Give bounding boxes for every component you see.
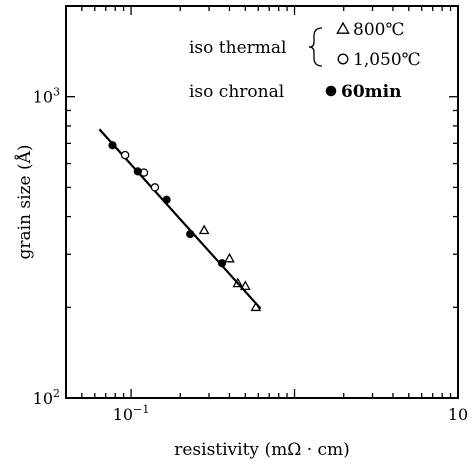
data-point-circle-filled	[186, 229, 195, 239]
data-point-circle-filled	[162, 195, 171, 204]
plot-border	[65, 5, 459, 399]
data-points	[108, 141, 262, 312]
data-point-circle-filled	[217, 259, 227, 268]
legend: iso thermal 800℃ 1,050℃ 60min iso chronal	[189, 20, 421, 102]
legend-group-iso-thermal: iso thermal	[189, 38, 286, 58]
legend-label: 800℃	[353, 20, 404, 40]
legend-entries: 800℃ 1,050℃ 60min	[325, 20, 421, 102]
y-tick-label: 103	[33, 86, 60, 107]
legend-marker-circle-open	[337, 53, 349, 65]
legend-label: 60min	[341, 82, 401, 102]
legend-group-iso-chronal: iso chronal	[189, 82, 284, 102]
legend-label: 1,050℃	[353, 50, 421, 70]
data-point-circle-open	[120, 150, 130, 160]
data-point-triangle	[239, 280, 251, 290]
x-axis-title: resistivity (mΩ · cm)	[174, 440, 350, 460]
data-point-circle-filled	[133, 167, 142, 176]
data-point-circle-open	[150, 183, 160, 192]
legend-brace	[308, 27, 323, 67]
axis-ticks	[66, 6, 458, 398]
y-axis-title: grain size (Å)	[14, 144, 35, 259]
x-tick-label: 10	[448, 405, 468, 424]
data-point-triangle	[198, 224, 210, 235]
data-point-triangle	[250, 301, 262, 312]
data-point-triangle	[232, 277, 244, 288]
axis-tick-labels: 10−1 10 102 103	[33, 86, 469, 424]
legend-marker-triangle	[336, 21, 350, 34]
x-tick-label: 10−1	[113, 403, 150, 424]
data-point-triangle	[224, 252, 235, 263]
y-tick-label: 102	[33, 387, 60, 408]
data-point-circle-filled	[108, 141, 117, 150]
legend-marker-circle-filled	[325, 85, 337, 97]
plot-frame	[65, 5, 459, 399]
